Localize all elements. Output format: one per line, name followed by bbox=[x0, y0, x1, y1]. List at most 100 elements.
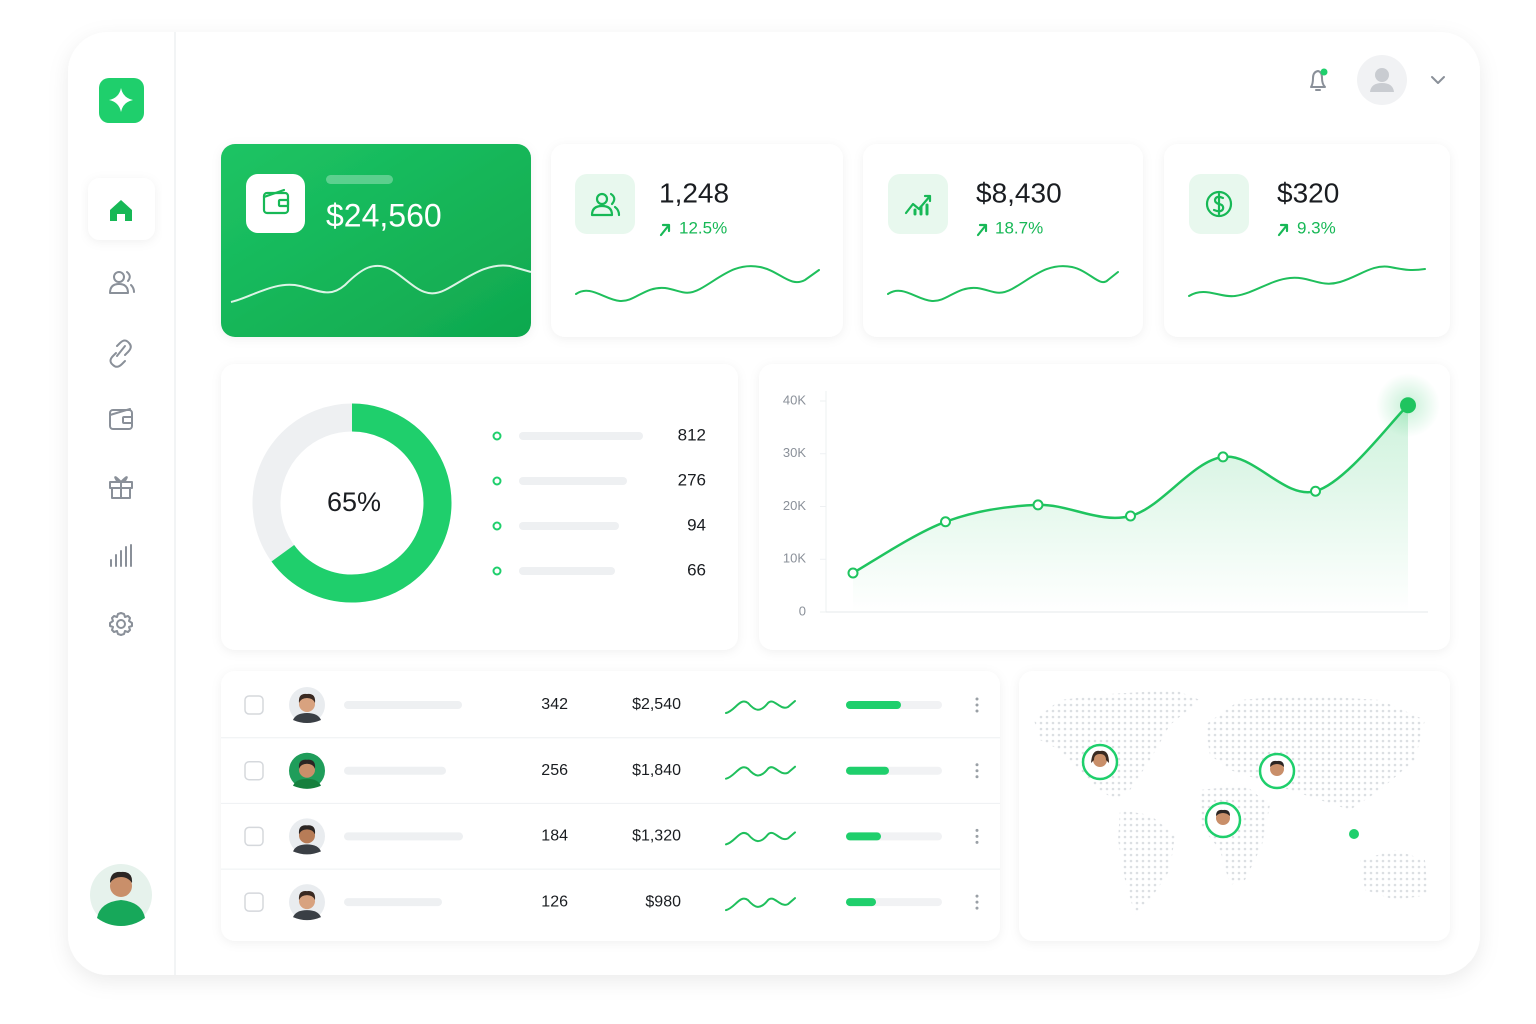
nav-reports[interactable] bbox=[110, 544, 132, 567]
donut-panel bbox=[221, 364, 738, 650]
table-panel bbox=[221, 671, 1000, 941]
card bbox=[1164, 144, 1450, 337]
row-avatar-body bbox=[293, 778, 321, 789]
row-menu-dot[interactable] bbox=[975, 769, 979, 773]
marker-hair bbox=[1216, 809, 1230, 816]
wallet-icon bbox=[262, 188, 290, 215]
row-menu-dot[interactable] bbox=[975, 834, 979, 838]
legend-value: 812 bbox=[678, 425, 706, 444]
row-menu-dot[interactable] bbox=[975, 775, 979, 779]
point bbox=[847, 567, 859, 579]
growth-icon bbox=[904, 194, 932, 216]
users-icon bbox=[590, 192, 621, 217]
marker-hair bbox=[1091, 750, 1109, 763]
table-row[interactable]: 256 $1,840 bbox=[221, 737, 1000, 789]
stat-value: 1,248 bbox=[659, 177, 729, 208]
notifications[interactable] bbox=[1310, 70, 1326, 91]
row-menu-dot[interactable] bbox=[975, 828, 979, 832]
row-avatar-body bbox=[293, 713, 321, 723]
stat-change: 18.7% bbox=[995, 218, 1043, 237]
row-checkbox[interactable] bbox=[244, 826, 264, 847]
legend-placeholder bbox=[519, 567, 615, 575]
marker-face bbox=[1093, 753, 1107, 767]
row-menu-dot[interactable] bbox=[975, 900, 979, 904]
legend-placeholder bbox=[519, 522, 619, 530]
progress-fill bbox=[846, 766, 889, 775]
progress-fill bbox=[846, 832, 881, 841]
table-row[interactable]: 342 $2,540 bbox=[244, 687, 979, 723]
stat-change: 12.5% bbox=[679, 218, 727, 237]
row-count: 342 bbox=[541, 696, 568, 713]
row-amount: $2,540 bbox=[632, 696, 681, 713]
stat-card-balance: $24,560 bbox=[221, 144, 532, 337]
up-arrow bbox=[659, 223, 671, 237]
legend-value: 276 bbox=[678, 470, 706, 489]
row-menu-dot[interactable] bbox=[975, 709, 979, 713]
home-icon bbox=[110, 200, 132, 221]
legend-value: 94 bbox=[687, 515, 706, 534]
legend-dot bbox=[492, 476, 502, 486]
card bbox=[551, 144, 843, 337]
row-amount: $980 bbox=[645, 893, 681, 910]
legend-dot bbox=[492, 566, 502, 576]
card bbox=[863, 144, 1143, 337]
stat-value: $8,430 bbox=[976, 177, 1062, 208]
stat-card-earnings: $320 9.3% bbox=[1164, 144, 1450, 337]
row-checkbox[interactable] bbox=[244, 695, 264, 715]
donut-label: 65% bbox=[327, 487, 381, 517]
row-avatar-hair bbox=[298, 759, 316, 769]
area bbox=[853, 405, 1408, 612]
label-placeholder bbox=[326, 175, 393, 184]
nav-links[interactable] bbox=[109, 339, 132, 368]
row-menu-dot[interactable] bbox=[975, 894, 979, 898]
row-menu-dot[interactable] bbox=[975, 906, 979, 910]
row-menu-dot[interactable] bbox=[975, 763, 979, 767]
stat-value: $24,560 bbox=[326, 197, 442, 233]
up-arrow bbox=[976, 223, 988, 237]
marker-face bbox=[1216, 811, 1230, 825]
profile-menu[interactable] bbox=[1431, 76, 1445, 84]
progress-fill bbox=[846, 898, 876, 907]
row-amount: $1,320 bbox=[632, 828, 681, 845]
legend-dot bbox=[492, 431, 502, 441]
row-count: 256 bbox=[541, 762, 568, 779]
line-chart: 0 10K 20K 30K 40K bbox=[783, 373, 1440, 618]
profile-head bbox=[1375, 68, 1389, 82]
point bbox=[1310, 485, 1321, 497]
wallet-icon-bg bbox=[246, 174, 305, 233]
row-checkbox[interactable] bbox=[244, 760, 264, 781]
up-arrow bbox=[1277, 223, 1289, 237]
donut-segment bbox=[271, 403, 452, 603]
nav-users[interactable] bbox=[109, 271, 135, 294]
y-tick-label: 10K bbox=[783, 551, 806, 566]
point bbox=[1400, 397, 1416, 414]
y-tick-label: 20K bbox=[783, 498, 806, 513]
nav-wallet[interactable] bbox=[109, 408, 133, 430]
marker-dot[interactable] bbox=[1349, 829, 1359, 839]
row-checkbox[interactable] bbox=[244, 892, 264, 912]
sparkline bbox=[230, 264, 532, 303]
row-avatar-face bbox=[299, 696, 315, 712]
sparkline bbox=[887, 265, 1119, 303]
dollar-icon bbox=[1205, 190, 1233, 218]
dollar-sign bbox=[1212, 192, 1225, 216]
table-row[interactable]: 184 $1,320 bbox=[221, 802, 1000, 855]
row-menu-dot[interactable] bbox=[975, 703, 979, 707]
user-avatar[interactable] bbox=[90, 864, 152, 926]
row-menu-dot[interactable] bbox=[975, 697, 979, 701]
nav-settings[interactable] bbox=[109, 612, 133, 636]
donut-legend: 812 276 94 66 bbox=[492, 425, 706, 579]
top-bar bbox=[1310, 55, 1445, 105]
table-row[interactable]: 126 $980 bbox=[221, 868, 1000, 921]
donut-chart: 65% bbox=[252, 403, 452, 603]
row-avatar-hair bbox=[298, 693, 316, 703]
row-menu-dot[interactable] bbox=[975, 840, 979, 844]
row-count: 184 bbox=[541, 828, 568, 845]
marker-hair bbox=[1270, 760, 1284, 767]
sidebar bbox=[88, 78, 155, 926]
nav-gifts[interactable] bbox=[109, 476, 133, 499]
row-avatar-body bbox=[293, 844, 321, 855]
legend-placeholder bbox=[519, 477, 627, 485]
